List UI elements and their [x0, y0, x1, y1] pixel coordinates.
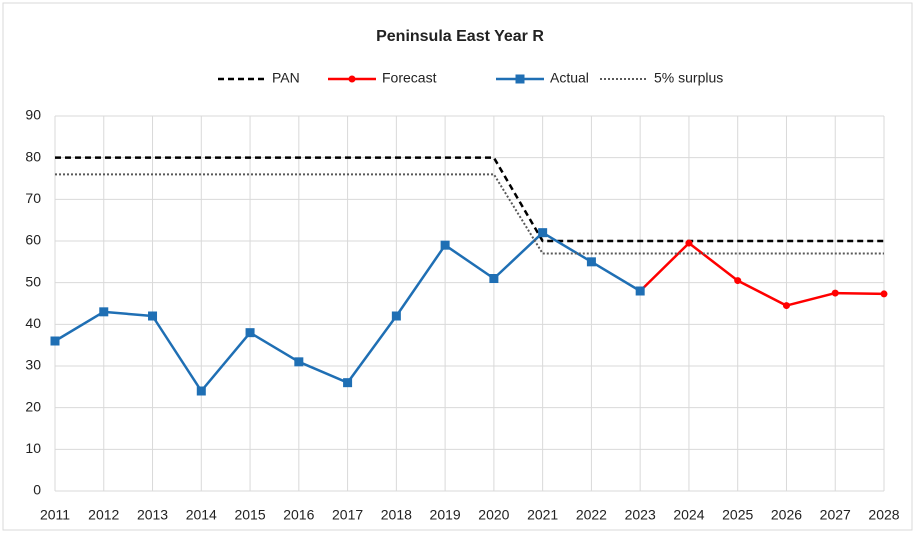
y-tick-label: 60	[25, 232, 41, 248]
chart-title: Peninsula East Year R	[376, 28, 544, 45]
series-line	[55, 156, 884, 243]
y-tick-label: 20	[25, 398, 41, 414]
y-tick-label: 40	[25, 315, 41, 331]
data-point	[294, 357, 304, 367]
y-tick-label: 30	[25, 357, 41, 373]
y-tick-label: 90	[25, 107, 41, 123]
x-tick-label: 2019	[430, 507, 461, 523]
data-point	[538, 228, 548, 238]
data-point	[880, 290, 888, 298]
y-tick-label: 0	[33, 482, 41, 498]
data-point	[148, 311, 158, 321]
legend-marker	[515, 74, 525, 84]
data-point	[440, 240, 450, 250]
x-tick-label: 2028	[868, 507, 899, 523]
x-tick-label: 2017	[332, 507, 363, 523]
x-tick-label: 2021	[527, 507, 558, 523]
x-tick-label: 2015	[234, 507, 265, 523]
legend-marker	[348, 75, 356, 83]
x-tick-label: 2024	[673, 507, 704, 523]
x-tick-label: 2022	[576, 507, 607, 523]
data-point	[50, 336, 60, 346]
x-tick-label: 2020	[478, 507, 509, 523]
data-point	[635, 286, 645, 296]
x-tick-label: 2018	[381, 507, 412, 523]
data-point	[685, 239, 693, 247]
data-point	[831, 289, 839, 297]
data-point	[196, 386, 206, 396]
data-point	[782, 302, 790, 310]
series-line	[639, 241, 885, 307]
x-tick-label: 2014	[186, 507, 217, 523]
data-point	[245, 328, 255, 338]
data-point	[489, 274, 499, 283]
data-point	[99, 307, 109, 317]
x-tick-label: 2012	[88, 507, 119, 523]
x-tick-label: 2016	[283, 507, 314, 523]
y-tick-label: 50	[25, 273, 41, 289]
x-tick-label: 2025	[722, 507, 753, 523]
legend-label: 5% surplus	[654, 70, 723, 86]
x-tick-label: 2013	[137, 507, 168, 523]
legend-label: Actual	[550, 70, 589, 86]
y-tick-label: 70	[25, 190, 41, 206]
data-point	[391, 311, 401, 321]
legend-label: PAN	[272, 70, 300, 86]
y-tick-label: 10	[25, 440, 41, 456]
data-point	[586, 257, 596, 267]
y-tick-label: 80	[25, 148, 41, 164]
x-tick-label: 2027	[820, 507, 851, 523]
x-tick-label: 2011	[40, 507, 70, 523]
x-tick-label: 2026	[771, 507, 802, 523]
data-point	[343, 378, 353, 388]
legend-label: Forecast	[382, 70, 437, 86]
x-tick-label: 2023	[625, 507, 656, 523]
data-point	[734, 277, 742, 285]
